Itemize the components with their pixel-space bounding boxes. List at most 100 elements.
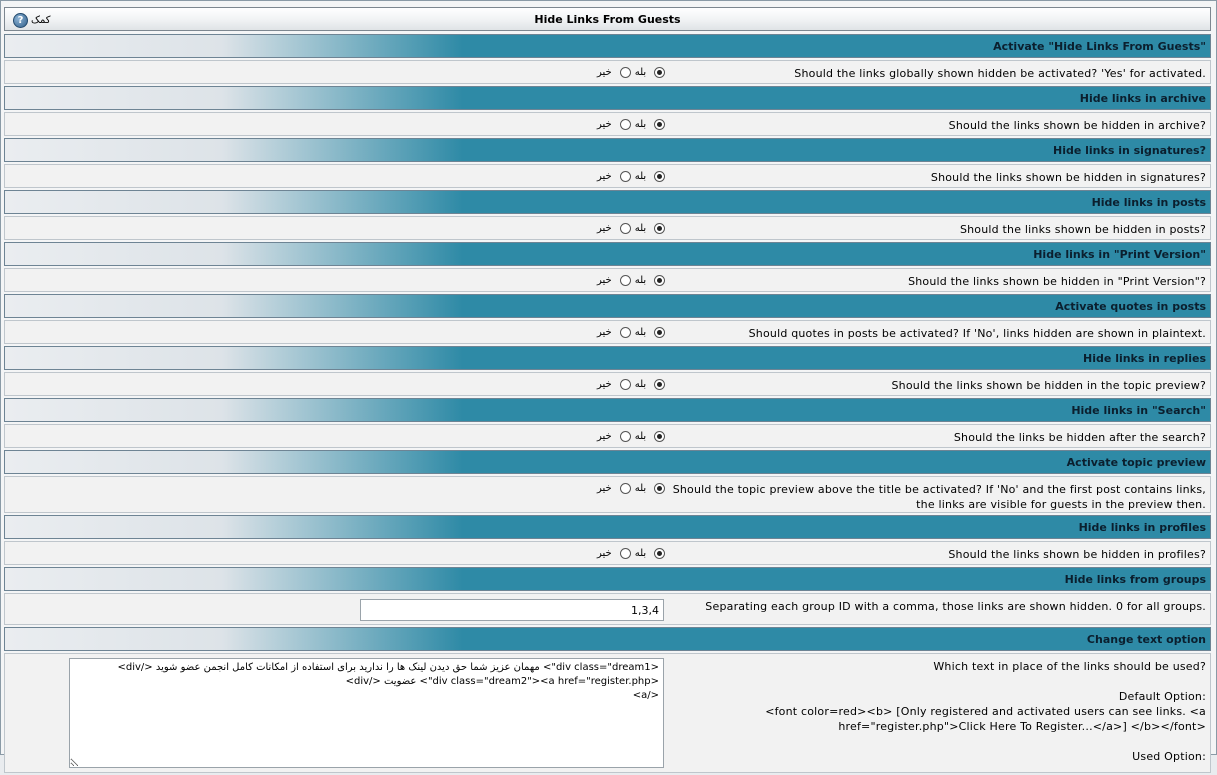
yes-radio[interactable] xyxy=(654,327,666,338)
section-title: Activate quotes in posts xyxy=(1055,300,1206,313)
description-line: <font color=red><b> [Only registered and… xyxy=(765,705,1206,718)
no-label: خیر xyxy=(597,548,612,559)
no-radio[interactable] xyxy=(619,275,631,286)
description-line: href="register.php">Click Here To Regist… xyxy=(838,720,1206,733)
yes-radio[interactable] xyxy=(654,379,666,390)
setting-description: Should the links shown be hidden in prof… xyxy=(948,548,1206,561)
no-label: خیر xyxy=(597,119,612,130)
section-header: Activate topic preview xyxy=(4,450,1211,474)
no-radio[interactable] xyxy=(619,171,631,182)
yes-radio[interactable] xyxy=(654,67,666,78)
section-title: Hide links in profiles xyxy=(1078,521,1206,534)
no-radio[interactable] xyxy=(619,67,631,78)
yes-radio[interactable] xyxy=(654,171,666,182)
yes-label: بله xyxy=(634,275,647,286)
yes-label: بله xyxy=(634,327,647,338)
yes-radio[interactable] xyxy=(654,275,666,286)
no-label: خیر xyxy=(597,379,612,390)
no-radio[interactable] xyxy=(619,223,631,234)
title-bar: Hide Links From Guests ? کمک xyxy=(4,7,1211,31)
yes-radio[interactable] xyxy=(654,548,666,559)
setting-row: Should the topic preview above the title… xyxy=(4,476,1211,513)
setting-row: Should the links shown be hidden in "Pri… xyxy=(4,268,1211,292)
section-header: Hide links in archive xyxy=(4,86,1211,110)
no-radio[interactable] xyxy=(619,431,631,442)
setting-description: Should the links shown be hidden in post… xyxy=(959,223,1206,236)
setting-row: Should the links be hidden after the sea… xyxy=(4,424,1211,448)
section-title: Hide links in archive xyxy=(1079,92,1206,105)
yes-radio[interactable] xyxy=(654,483,666,494)
section-title: Hide links in signatures? xyxy=(1053,144,1206,157)
setting-description: Should the links be hidden after the sea… xyxy=(953,431,1206,444)
yes-no-radio-group: خیر بله xyxy=(595,431,666,442)
yes-no-radio-group: خیر بله xyxy=(595,327,666,338)
setting-row: Should the links shown be hidden in post… xyxy=(4,216,1211,240)
yes-radio[interactable] xyxy=(654,431,666,442)
yes-no-radio-group: خیر بله xyxy=(595,171,666,182)
section-header: Hide links in "Search" xyxy=(4,398,1211,422)
section-header: Hide links from groups xyxy=(4,567,1211,591)
setting-row: Should the links shown be hidden in arch… xyxy=(4,112,1211,136)
setting-description: Should the links globally shown hidden b… xyxy=(794,67,1206,80)
setting-description: Should the links shown be hidden in arch… xyxy=(948,119,1206,132)
description-line: Used Option: xyxy=(1132,750,1206,763)
section-header: Hide links in signatures? xyxy=(4,138,1211,162)
yes-no-radio-group: خیر بله xyxy=(595,223,666,234)
setting-description: Should quotes in posts be activated? If … xyxy=(748,327,1206,340)
setting-description: Should the links shown be hidden in "Pri… xyxy=(908,275,1206,288)
yes-no-radio-group: خیر بله xyxy=(595,119,666,130)
description-line: Which text in place of the links should … xyxy=(933,660,1206,673)
section-title: Hide links in "Search" xyxy=(1071,404,1206,417)
section-header: Hide links in replies xyxy=(4,346,1211,370)
section-header: Change text option xyxy=(4,627,1211,651)
yes-radio[interactable] xyxy=(654,223,666,234)
question-icon: ? xyxy=(13,12,28,28)
help-button[interactable]: ? کمک xyxy=(13,12,51,28)
no-label: خیر xyxy=(597,327,612,338)
no-radio[interactable] xyxy=(619,119,631,130)
no-radio[interactable] xyxy=(619,483,631,494)
no-radio[interactable] xyxy=(619,548,631,559)
yes-no-radio-group: خیر بله xyxy=(595,483,666,494)
yes-label: بله xyxy=(634,67,647,78)
yes-no-radio-group: خیر بله xyxy=(595,379,666,390)
setting-description: Should the topic preview above the title… xyxy=(672,483,1206,511)
help-label: کمک xyxy=(31,14,51,26)
setting-row: Should quotes in posts be activated? If … xyxy=(4,320,1211,344)
no-label: خیر xyxy=(597,483,612,494)
no-radio[interactable] xyxy=(619,379,631,390)
section-header: Hide links in posts xyxy=(4,190,1211,214)
settings-list: Activate "Hide Links From Guests" Should … xyxy=(4,34,1211,775)
yes-no-radio-group: خیر بله xyxy=(595,548,666,559)
setting-row: Separating each group ID with a comma, t… xyxy=(4,593,1211,625)
no-label: خیر xyxy=(597,67,612,78)
setting-description: Should the links shown be hidden in sign… xyxy=(930,171,1206,184)
setting-row: Should the links shown be hidden in sign… xyxy=(4,164,1211,188)
section-header: Hide links in "Print Version" xyxy=(4,242,1211,266)
yes-label: بله xyxy=(634,223,647,234)
description-line xyxy=(666,734,1206,749)
setting-row: Should the links shown be hidden in prof… xyxy=(4,541,1211,565)
yes-label: بله xyxy=(634,483,647,494)
setting-row: Should the links shown be hidden in the … xyxy=(4,372,1211,396)
no-label: خیر xyxy=(597,275,612,286)
section-title: Activate topic preview xyxy=(1066,456,1206,469)
no-radio[interactable] xyxy=(619,327,631,338)
replacement-text-area[interactable]: <div class="dream1"> مهمان عزیز شما حق د… xyxy=(69,658,664,768)
yes-radio[interactable] xyxy=(654,119,666,130)
description-line xyxy=(666,674,1206,689)
section-title: Hide links in posts xyxy=(1091,196,1206,209)
group-ids-input[interactable] xyxy=(360,599,664,621)
yes-label: بله xyxy=(634,171,647,182)
setting-row: Should the links globally shown hidden b… xyxy=(4,60,1211,84)
setting-row: Which text in place of the links should … xyxy=(4,653,1211,773)
setting-description: Which text in place of the links should … xyxy=(666,659,1206,764)
section-header: Hide links in profiles xyxy=(4,515,1211,539)
yes-label: بله xyxy=(634,119,647,130)
section-title: Hide links from groups xyxy=(1064,573,1206,586)
page-title: Hide Links From Guests xyxy=(534,13,681,26)
section-header: Activate "Hide Links From Guests" xyxy=(4,34,1211,58)
section-title: Hide links in replies xyxy=(1083,352,1206,365)
setting-description: Separating each group ID with a comma, t… xyxy=(705,600,1206,613)
yes-label: بله xyxy=(634,431,647,442)
